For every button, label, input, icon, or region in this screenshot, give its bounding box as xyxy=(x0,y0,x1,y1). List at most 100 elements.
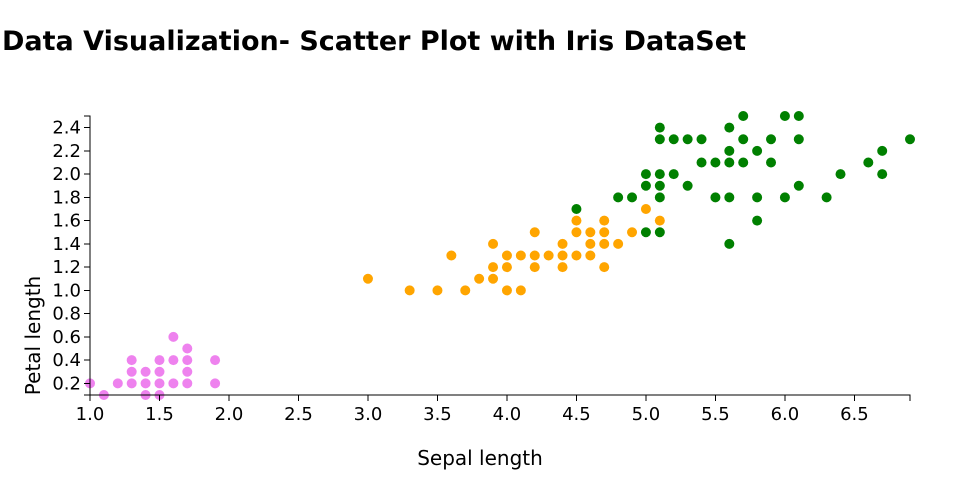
x-tick-label: 4.0 xyxy=(493,404,522,425)
y-tick-label: 0.6 xyxy=(52,327,81,348)
data-point xyxy=(710,157,721,168)
data-point xyxy=(557,238,568,249)
data-point xyxy=(488,238,499,249)
data-point xyxy=(668,134,679,145)
data-point xyxy=(168,331,179,342)
data-point xyxy=(168,378,179,389)
data-point xyxy=(821,192,832,203)
data-point xyxy=(599,262,610,273)
data-point xyxy=(599,227,610,238)
data-point xyxy=(585,238,596,249)
data-point xyxy=(446,250,457,261)
data-point xyxy=(752,145,763,156)
data-point xyxy=(599,215,610,226)
data-point xyxy=(571,204,582,214)
data-point xyxy=(474,273,485,284)
data-point xyxy=(613,238,624,249)
data-point xyxy=(488,273,499,284)
points-layer xyxy=(85,111,915,400)
data-point xyxy=(460,285,471,296)
data-point xyxy=(182,343,193,354)
data-point xyxy=(654,169,665,180)
data-point xyxy=(905,134,915,145)
data-point xyxy=(362,273,373,284)
data-point xyxy=(126,378,137,389)
data-point xyxy=(682,134,693,145)
y-axis-label: Petal length xyxy=(21,276,45,395)
data-point xyxy=(835,169,846,180)
data-point xyxy=(126,366,137,377)
data-point xyxy=(585,250,596,261)
data-point xyxy=(112,378,123,389)
x-tick-label: 2.0 xyxy=(215,404,244,425)
y-tick-label: 2.4 xyxy=(52,118,81,139)
data-point xyxy=(210,355,221,366)
data-point xyxy=(182,378,193,389)
y-tick-label: 0.4 xyxy=(52,350,81,371)
data-point xyxy=(738,157,749,168)
data-point xyxy=(668,169,679,180)
x-tick-label: 3.5 xyxy=(423,404,452,425)
data-point xyxy=(571,215,582,226)
y-tick-label: 2.2 xyxy=(52,141,81,162)
data-point xyxy=(654,134,665,145)
data-point xyxy=(182,366,193,377)
y-tick-label: 0.8 xyxy=(52,304,81,325)
data-point xyxy=(140,378,151,389)
data-point xyxy=(640,169,651,180)
x-tick-label: 1.5 xyxy=(145,404,174,425)
x-tick-label: 3.0 xyxy=(354,404,383,425)
data-point xyxy=(779,111,790,121)
y-tick-label: 1.0 xyxy=(52,280,81,301)
x-axis: 1.0 1.5 2.0 2.5 3.0 3.5 4.0 4.5 5.0 5.5 6.0 6.5 xyxy=(76,394,911,425)
y-tick-label: 0.2 xyxy=(52,373,81,394)
data-point xyxy=(724,238,735,249)
data-point xyxy=(432,285,443,296)
x-tick-label: 2.5 xyxy=(284,404,313,425)
data-point xyxy=(877,145,888,156)
data-point xyxy=(154,366,165,377)
x-tick-label: 1.0 xyxy=(76,404,105,425)
data-point xyxy=(501,285,512,296)
data-point xyxy=(724,192,735,203)
data-point xyxy=(168,355,179,366)
data-point xyxy=(210,378,221,389)
data-point xyxy=(654,227,665,238)
data-point xyxy=(793,180,804,191)
data-point xyxy=(877,169,888,180)
y-tick-label: 1.6 xyxy=(52,211,81,232)
data-point xyxy=(501,250,512,261)
data-point xyxy=(599,238,610,249)
data-point xyxy=(627,192,638,203)
y-axis-line xyxy=(84,115,91,396)
data-point xyxy=(654,122,665,133)
data-point xyxy=(696,157,707,168)
data-point xyxy=(613,192,624,203)
x-tick-label: 6.5 xyxy=(840,404,869,425)
data-point xyxy=(724,145,735,156)
y-tick-label: 2.0 xyxy=(52,164,81,185)
data-point xyxy=(488,262,499,273)
data-point xyxy=(752,215,763,226)
data-point xyxy=(654,180,665,191)
data-point xyxy=(738,111,749,121)
y-tick-label: 1.8 xyxy=(52,187,81,208)
y-axis: 0.20.40.60.8 1.01.21.41.6 1.82.02.22.4 xyxy=(52,115,91,396)
data-point xyxy=(682,180,693,191)
data-point xyxy=(571,250,582,261)
y-tick-label: 1.4 xyxy=(52,234,81,255)
data-point xyxy=(557,250,568,261)
data-point xyxy=(766,134,777,145)
data-point xyxy=(182,355,193,366)
x-tick-label: 5.5 xyxy=(701,404,730,425)
data-point xyxy=(154,378,165,389)
data-point xyxy=(140,366,151,377)
data-point xyxy=(724,157,735,168)
data-point xyxy=(863,157,874,168)
x-axis-line xyxy=(89,394,911,401)
data-point xyxy=(557,262,568,273)
x-tick-label: 5.0 xyxy=(632,404,661,425)
data-point xyxy=(738,134,749,145)
data-point xyxy=(766,157,777,168)
data-point xyxy=(529,250,540,261)
